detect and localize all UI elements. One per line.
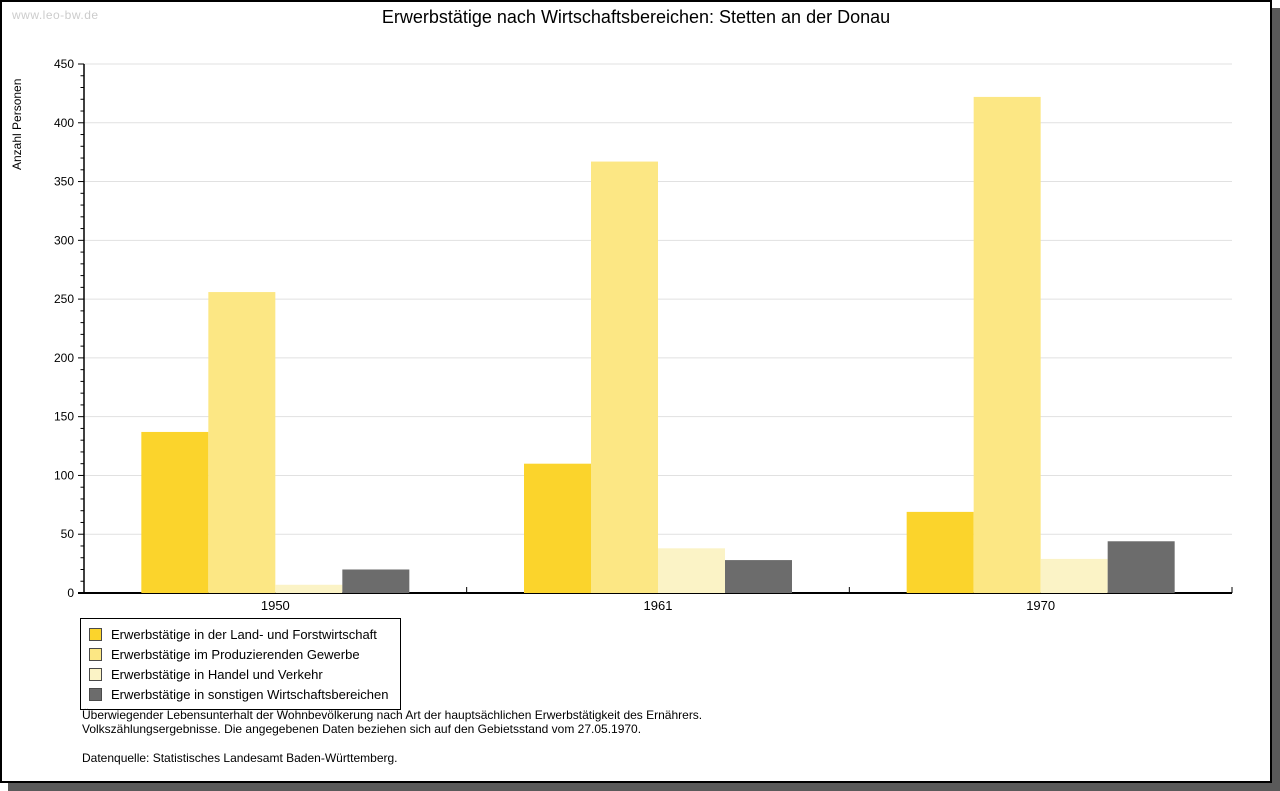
- y-tick-label: 400: [54, 116, 74, 130]
- bar-1950-series3: [275, 584, 343, 593]
- x-tick-label: 1970: [1026, 598, 1055, 613]
- bar-1970-series4: [1107, 541, 1175, 593]
- legend-label: Erwerbstätige in sonstigen Wirtschaftsbe…: [111, 686, 389, 702]
- legend-label: Erwerbstätige im Produzierenden Gewerbe: [111, 646, 360, 662]
- y-tick-label: 200: [54, 351, 74, 365]
- legend-item: Erwerbstätige in der Land- und Forstwirt…: [89, 624, 388, 644]
- footer-source: Datenquelle: Statistisches Landesamt Bad…: [82, 751, 398, 765]
- legend-swatch: [89, 627, 102, 641]
- y-tick-label: 250: [54, 292, 74, 306]
- footer-notes: Überwiegender Lebensunterhalt der Wohnbe…: [82, 708, 703, 766]
- y-tick-label: 450: [54, 57, 74, 71]
- y-tick-label: 100: [54, 468, 74, 482]
- y-tick-label: 350: [54, 175, 74, 189]
- bar-1961-series1: [524, 463, 591, 593]
- chart-title: Erwerbstätige nach Wirtschaftsbereichen:…: [381, 7, 891, 27]
- bar-1961-series2: [591, 161, 658, 593]
- legend-item: Erwerbstätige in sonstigen Wirtschaftsbe…: [89, 684, 388, 704]
- bar-1970-series3: [1040, 558, 1108, 593]
- bar-1970-series1: [906, 511, 974, 593]
- x-tick-label: 1961: [644, 598, 673, 613]
- watermark-text: www.leo-bw.de: [12, 8, 99, 22]
- bar-1961-series3: [658, 548, 725, 593]
- legend-item: Erwerbstätige in Handel und Verkehr: [89, 664, 388, 684]
- bar-1950-series1: [141, 431, 209, 593]
- legend-label: Erwerbstätige in Handel und Verkehr: [111, 666, 323, 682]
- bar-1970-series2: [973, 96, 1041, 593]
- legend-swatch: [89, 667, 102, 681]
- chart-legend: Erwerbstätige in der Land- und Forstwirt…: [80, 618, 402, 710]
- footer-note-line: Volkszählungsergebnisse. Die angegebenen…: [82, 721, 642, 736]
- y-tick-label: 50: [61, 527, 75, 541]
- legend-label: Erwerbstätige in der Land- und Forstwirt…: [111, 626, 377, 642]
- x-tick-label: 1950: [261, 598, 290, 613]
- y-tick-label: 300: [54, 233, 74, 247]
- legend-swatch: [89, 647, 102, 661]
- y-tick-label: 0: [67, 586, 74, 600]
- y-tick-label: 150: [54, 410, 74, 424]
- bar-1950-series4: [342, 569, 410, 593]
- bar-1950-series2: [208, 292, 276, 593]
- footer-note-line: Überwiegender Lebensunterhalt der Wohnbe…: [82, 708, 703, 722]
- legend-item: Erwerbstätige im Produzierenden Gewerbe: [89, 644, 388, 664]
- bar-chart-plot: 0 50 100 150 200 250 300 350 400 450 1950 1961 1970: [54, 57, 1233, 613]
- bar-1961-series4: [725, 560, 792, 593]
- legend-swatch: [89, 687, 102, 701]
